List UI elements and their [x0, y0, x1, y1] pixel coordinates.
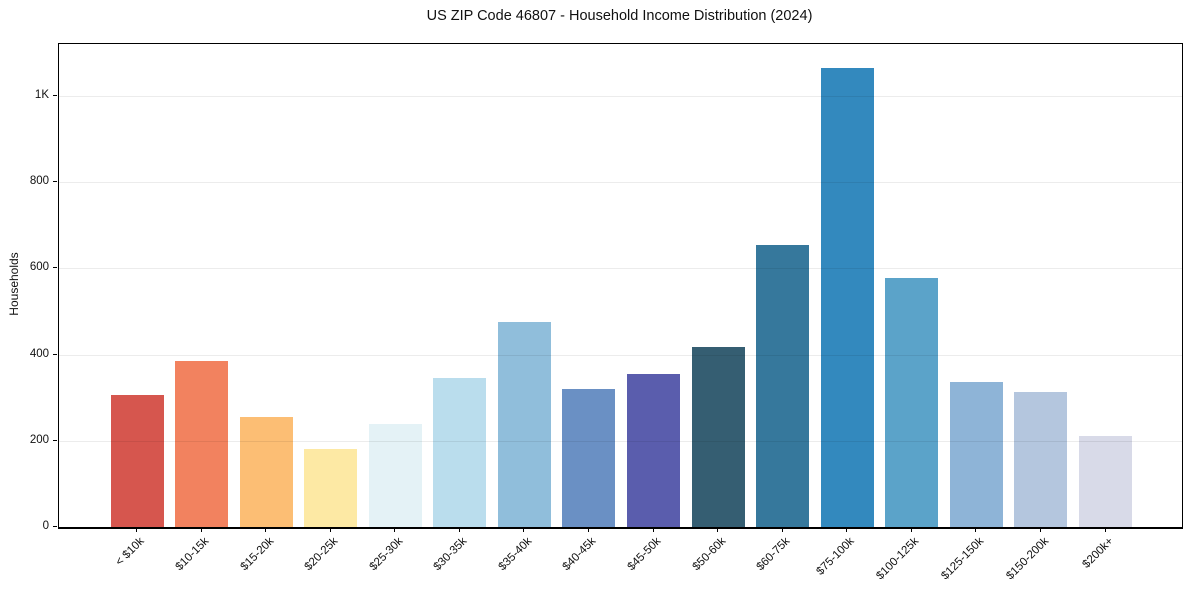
bar-$10-15k [175, 360, 229, 527]
x-tick-label: < $10k [113, 535, 147, 569]
bar-$20-25k [304, 449, 358, 527]
x-tick-mark [846, 528, 848, 532]
x-tick-label: $45-50k [625, 535, 664, 574]
y-tick-label: 400 [29, 347, 49, 360]
x-tick-mark [1104, 528, 1106, 532]
x-tick-label: $125-150k [939, 535, 987, 583]
x-tick-mark [1039, 528, 1041, 532]
x-tick-mark [652, 528, 654, 532]
bar-$15-20k [239, 417, 293, 527]
bar-$200k+ [1079, 435, 1133, 527]
y-tick-mark [53, 526, 57, 527]
y-tick-mark [53, 353, 57, 355]
y-tick-mark [53, 267, 57, 269]
x-tick-label: $20-25k [302, 535, 341, 574]
x-tick-label: $60-75k [754, 535, 793, 574]
y-tick-mark [53, 439, 57, 441]
bar-$45-50k [627, 373, 681, 527]
bar-$40-45k [562, 389, 616, 527]
x-tick-mark [717, 528, 719, 532]
x-tick-label: $35-40k [496, 535, 535, 574]
plot-area [58, 43, 1183, 529]
bar-$60-75k [756, 244, 810, 527]
bar-$150-200k [1014, 392, 1068, 527]
y-tick-label: 600 [29, 261, 49, 274]
x-tick-label: $25-30k [367, 535, 406, 574]
bar-$25-30k [368, 423, 422, 527]
x-tick-label: $40-45k [560, 535, 599, 574]
y-tick-mark [53, 181, 57, 182]
bar-$100-125k [885, 277, 939, 527]
x-tick-label: $15-20k [238, 535, 276, 574]
x-tick-label: $100-125k [874, 535, 922, 583]
x-tick-mark [910, 528, 912, 532]
bar-$50-60k [691, 346, 745, 527]
x-tick-mark [587, 528, 589, 532]
x-tick-mark [458, 528, 460, 532]
x-tick-mark [523, 528, 525, 532]
bar-$35-40k [497, 321, 551, 527]
y-tick-label: 0 [42, 520, 49, 532]
x-tick-label: $30-35k [431, 535, 470, 574]
x-tick-mark [329, 528, 331, 532]
bar-$30-35k [433, 377, 487, 527]
x-tick-label: $150-200k [1003, 535, 1051, 583]
y-tick-label: 1K [34, 88, 49, 101]
x-tick-mark [200, 528, 202, 532]
x-tick-label: $200k+ [1079, 535, 1116, 571]
y-tick-label: 200 [29, 433, 49, 446]
bars-layer [59, 44, 1182, 527]
bar-$75-100k [820, 67, 874, 527]
y-axis-label: Households [7, 252, 21, 316]
y-tick-label: 800 [29, 175, 49, 187]
x-tick-mark [781, 528, 783, 532]
x-tick-mark [394, 528, 396, 532]
x-tick-label: $75-100k [814, 535, 858, 578]
x-tick-mark [975, 528, 977, 532]
y-tick-mark [53, 94, 57, 96]
x-tick-label: $10-15k [173, 535, 212, 574]
chart-title: US ZIP Code 46807 - Household Income Dis… [426, 8, 813, 24]
bar-$125-150k [949, 382, 1003, 527]
x-tick-label: $50-60k [690, 535, 728, 574]
x-tick-mark [265, 528, 267, 532]
bar-< $10k [110, 394, 164, 527]
x-tick-mark [136, 528, 137, 532]
